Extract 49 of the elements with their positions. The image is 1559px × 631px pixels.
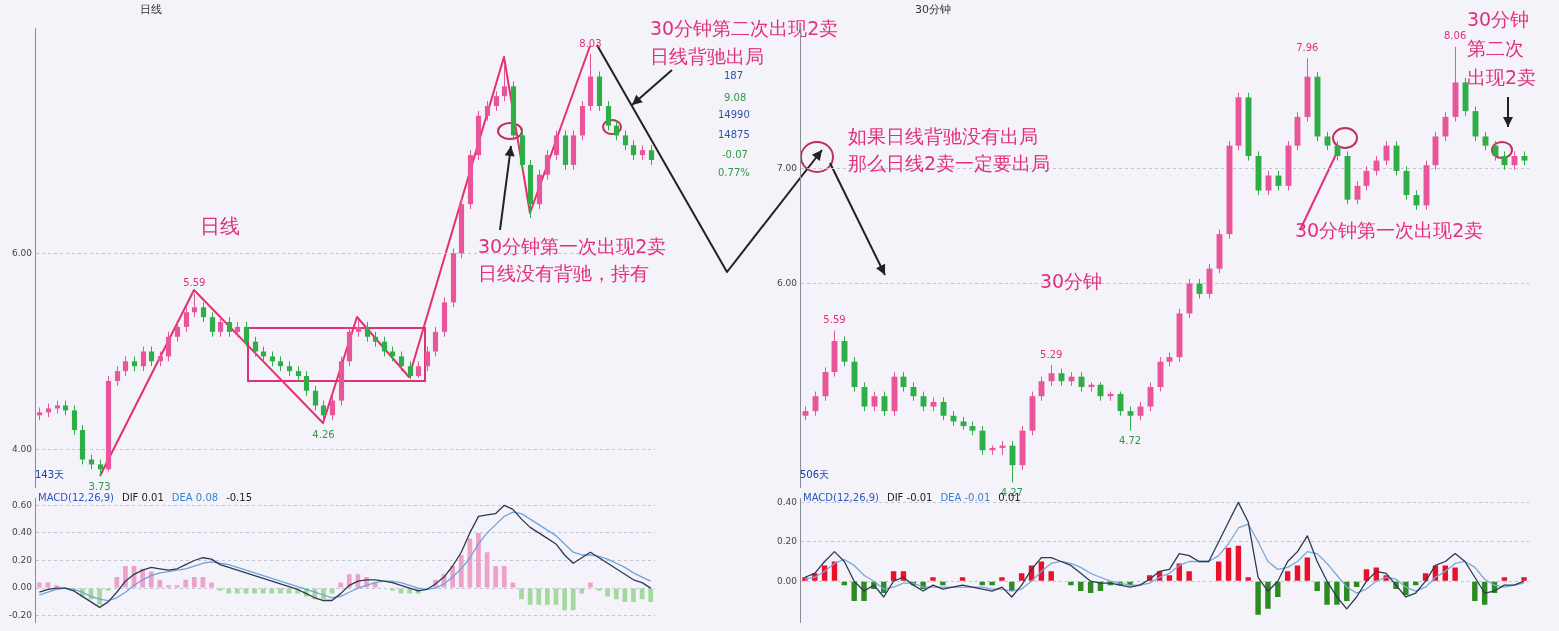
annotation: 30分钟第一次出现2卖 (1295, 219, 1484, 242)
y-tick-label: 0.60 (11, 499, 33, 510)
text: -0.07 (722, 149, 748, 161)
annotation: 8.06 (1443, 30, 1467, 42)
annotation: 第二次 (1467, 37, 1524, 60)
y-tick-label: 0.00 (776, 575, 798, 586)
annotation: 5.59 (183, 277, 206, 289)
annotation: 3.73 (88, 480, 111, 492)
annotation: -0.15 (226, 492, 252, 503)
y-tick-label: -0.20 (8, 610, 33, 621)
annotation: 出现2卖 (1467, 66, 1537, 89)
annotation: 143天 (35, 469, 65, 481)
text: 0.77% (718, 167, 750, 179)
text: 187 (724, 70, 744, 82)
y-tick-label: 7.00 (776, 162, 798, 173)
y-tick-label: 0.40 (11, 527, 33, 538)
text: 9.08 (724, 92, 747, 104)
y-tick-label: 6.00 (11, 247, 33, 258)
y-tick-label: 6.00 (776, 277, 798, 288)
chart-title: MACD(12,26,9) (803, 492, 879, 503)
annotation: DEA -0.01 (940, 492, 991, 503)
y-tick-label: 0.40 (776, 496, 798, 507)
annotation: 30分钟 (1467, 8, 1530, 31)
annotation: 如果日线背驰没有出局 (848, 125, 1038, 148)
annotation: DIF 0.01 (121, 492, 164, 503)
annotation: 30分钟 (1040, 270, 1103, 293)
annotation: 4.72 (1118, 435, 1142, 447)
annotation: DIF -0.01 (886, 492, 933, 503)
annotation: 日线 (200, 214, 240, 238)
annotation: 日线背驰出局 (650, 45, 764, 68)
annotation: 日线没有背驰，持有 (478, 262, 649, 285)
annotation: 5.29 (1040, 348, 1063, 360)
annotation: 4.26 (312, 428, 335, 440)
text: 14990 (718, 109, 750, 121)
annotation: 30分钟第一次出现2卖 (478, 235, 667, 258)
text: 14875 (718, 129, 750, 141)
chart-title: 30分钟 (915, 2, 951, 17)
chart-title: 日线 (140, 2, 162, 17)
annotation: 7.96 (1296, 41, 1319, 53)
annotation: 8.03 (579, 37, 602, 49)
annotation: DEA 0.08 (171, 492, 219, 503)
y-tick-label: 0.20 (776, 536, 798, 547)
annotation: 那么日线2卖一定要出局 (848, 152, 1051, 175)
y-tick-label: 0.20 (11, 554, 33, 565)
y-tick-label: 4.00 (11, 444, 33, 455)
annotation: 506天 (800, 469, 830, 481)
chart-title: MACD(12,26,9) (38, 492, 114, 503)
annotation: 5.59 (823, 314, 846, 326)
y-tick-label: 0.00 (11, 582, 33, 593)
